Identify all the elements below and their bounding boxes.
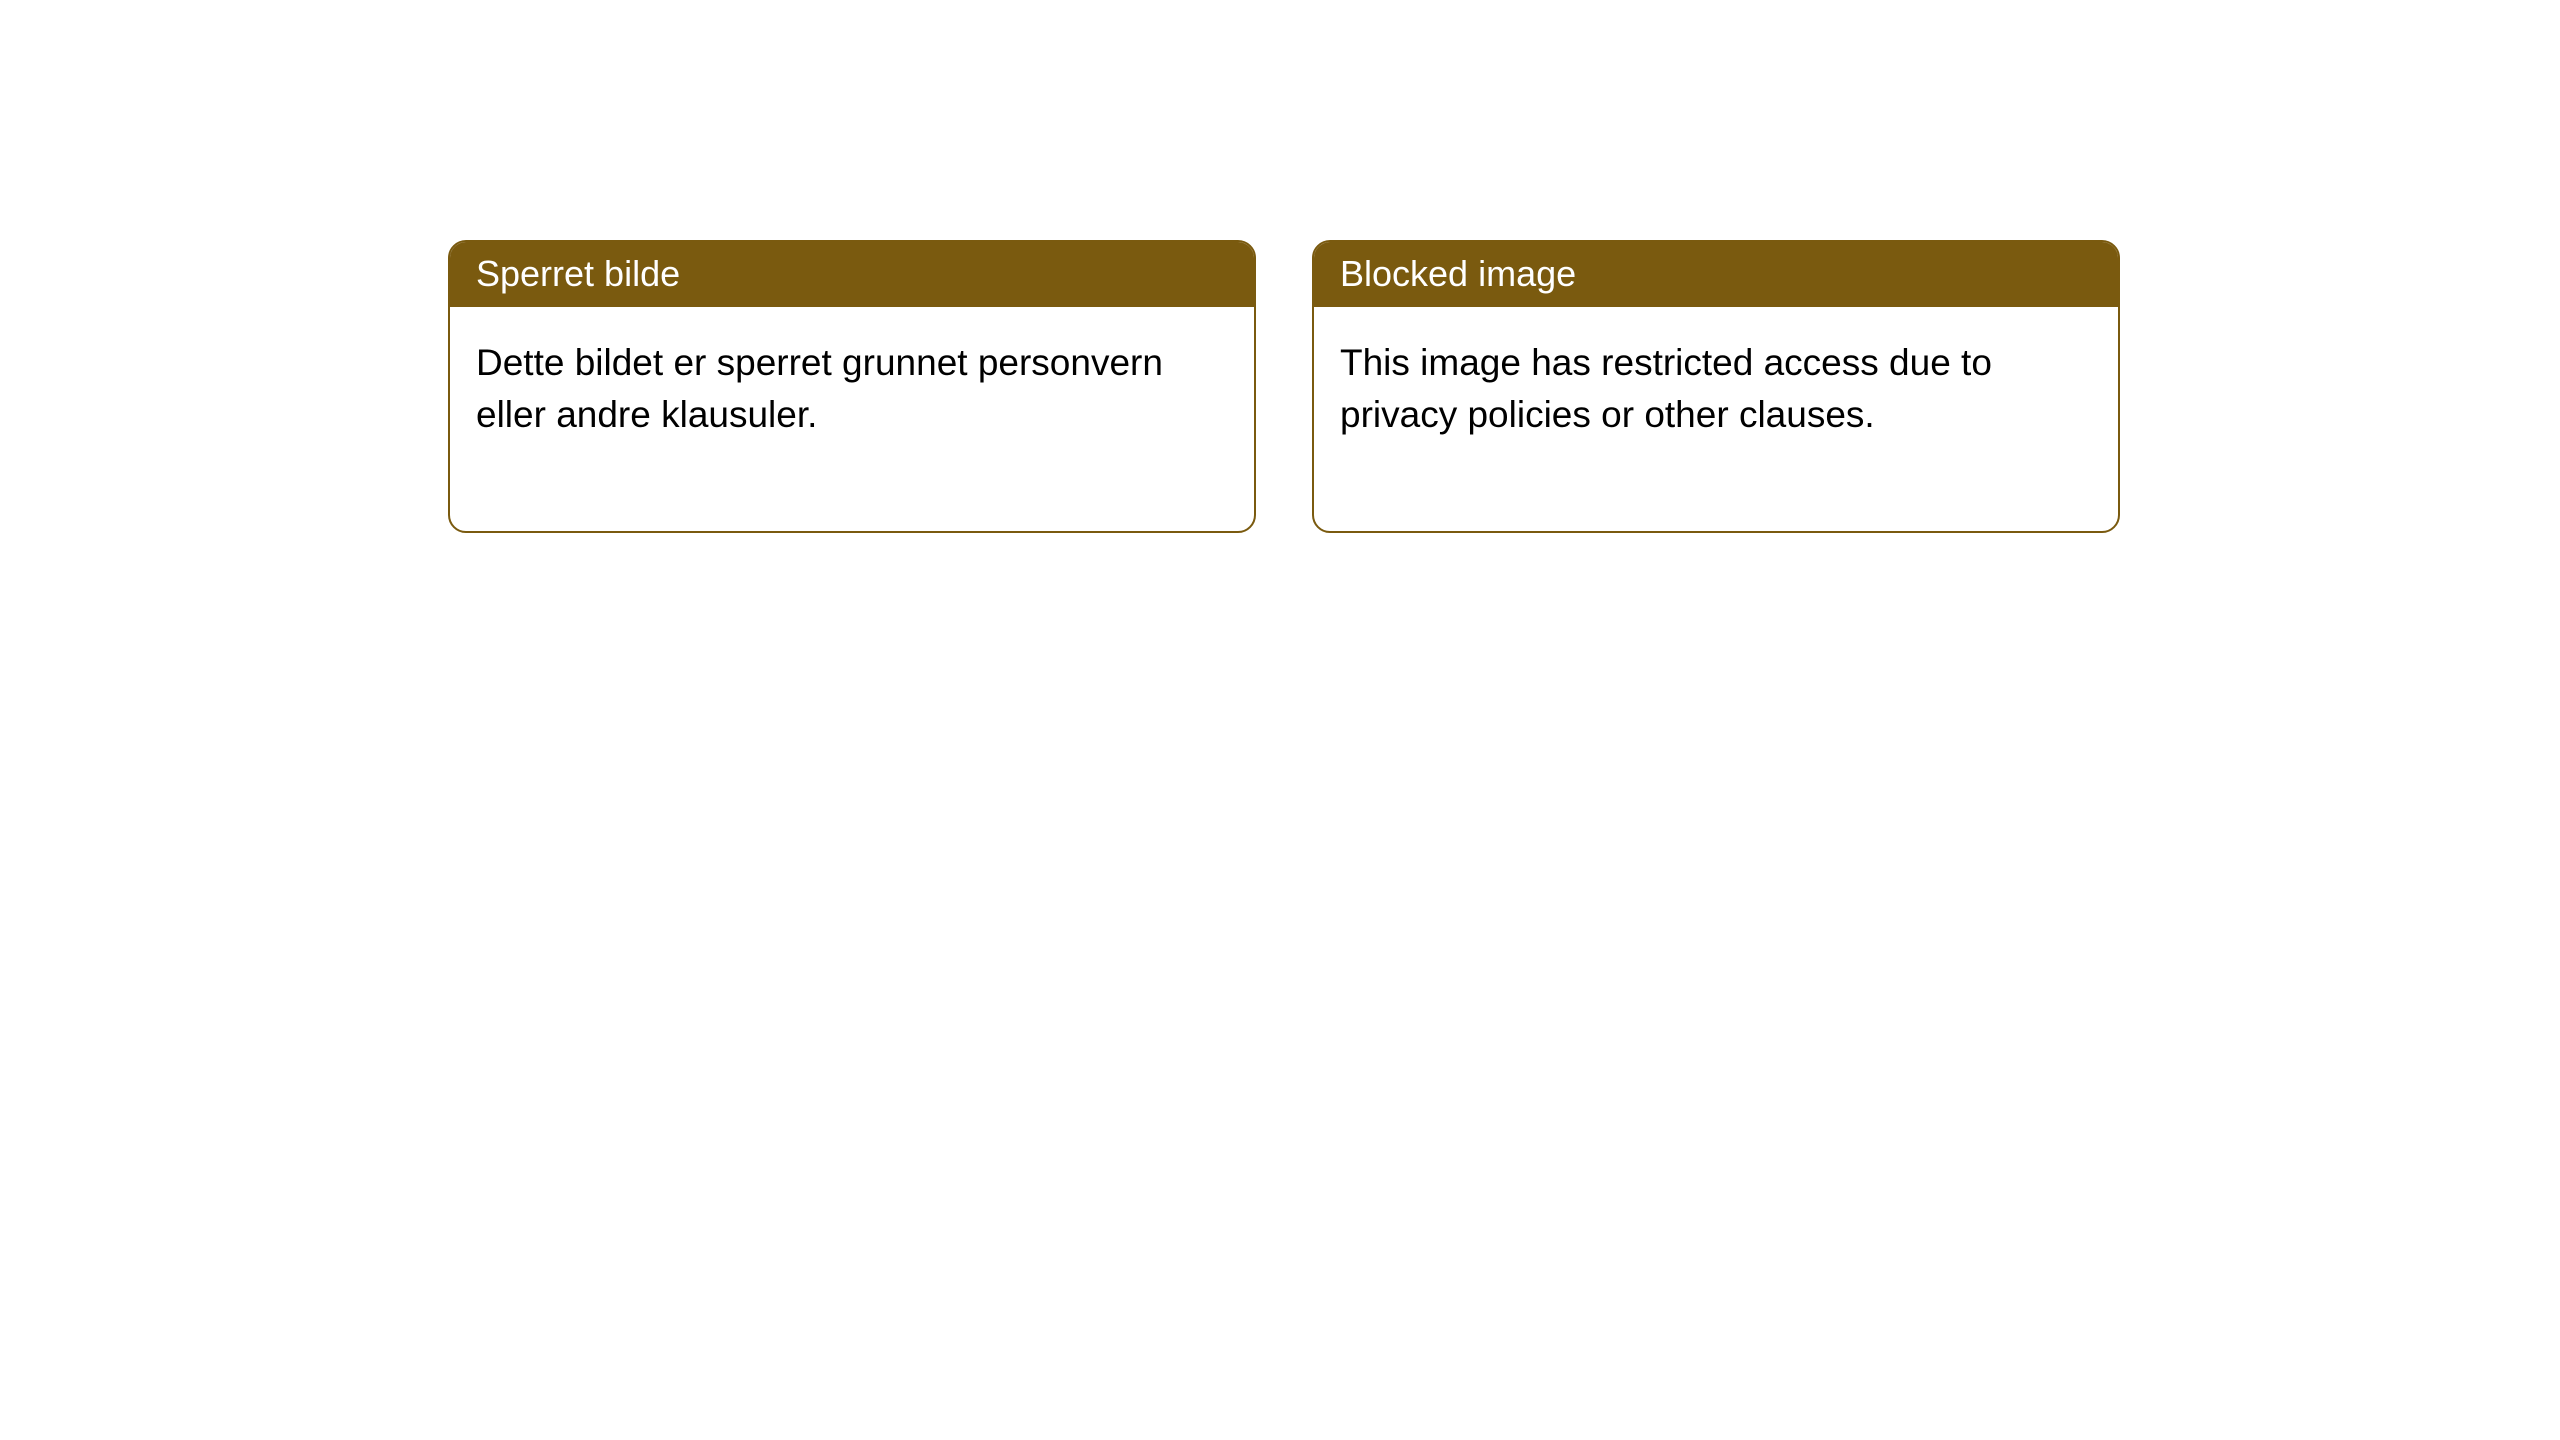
card-body-norwegian: Dette bildet er sperret grunnet personve… (450, 307, 1254, 531)
card-header-english: Blocked image (1314, 242, 2118, 307)
notice-card-english: Blocked image This image has restricted … (1312, 240, 2120, 533)
card-body-english: This image has restricted access due to … (1314, 307, 2118, 531)
notice-cards-container: Sperret bilde Dette bildet er sperret gr… (448, 240, 2560, 533)
notice-card-norwegian: Sperret bilde Dette bildet er sperret gr… (448, 240, 1256, 533)
card-header-norwegian: Sperret bilde (450, 242, 1254, 307)
